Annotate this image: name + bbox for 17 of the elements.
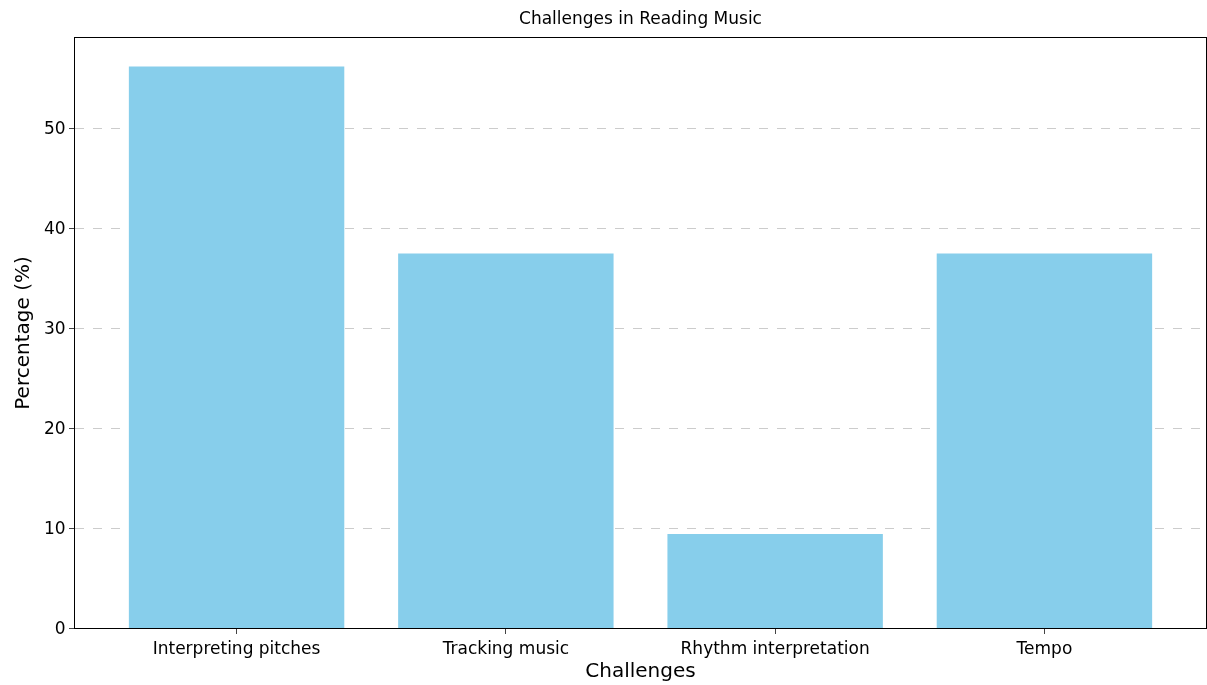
bar bbox=[398, 253, 614, 628]
x-tick-label: Tempo bbox=[1015, 638, 1073, 659]
x-tick-label: Tracking music bbox=[441, 638, 570, 659]
y-tick-label: 50 bbox=[43, 118, 66, 139]
y-tick-label: 0 bbox=[54, 617, 66, 638]
y-tick-label: 10 bbox=[43, 518, 66, 539]
bar bbox=[128, 66, 345, 628]
bar bbox=[936, 253, 1153, 628]
x-tick-label: Interpreting pitches bbox=[152, 638, 321, 659]
x-axis-title: Challenges bbox=[585, 658, 696, 683]
y-tick-label: 20 bbox=[43, 418, 66, 439]
y-tick-label: 40 bbox=[43, 218, 66, 239]
bar bbox=[667, 534, 883, 628]
y-axis-title: Percentage (%) bbox=[10, 256, 35, 410]
x-tick-label: Rhythm interpretation bbox=[680, 638, 870, 659]
chart-title: Challenges in Reading Music bbox=[519, 7, 762, 28]
y-tick-label: 30 bbox=[43, 318, 66, 339]
